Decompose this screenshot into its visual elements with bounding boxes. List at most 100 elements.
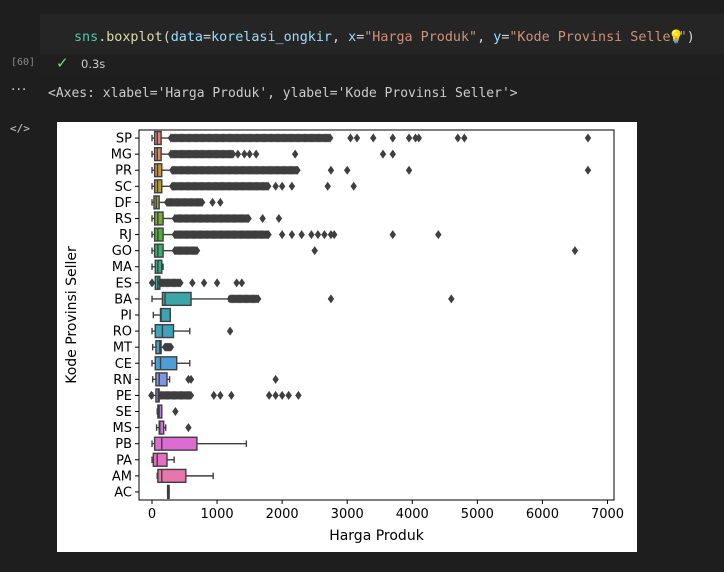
box-ro xyxy=(154,323,175,339)
outlier-go xyxy=(193,246,201,256)
outlier-sc xyxy=(288,181,296,191)
xtick-label-2000: 2000 xyxy=(266,507,299,522)
outlier-sp xyxy=(347,133,354,143)
xtick-label-6000: 6000 xyxy=(526,507,559,522)
ytick-label-ms: MS xyxy=(113,421,132,436)
ytick-label-go: GO xyxy=(112,244,132,259)
outlier-pe xyxy=(272,390,279,400)
outlier-pe xyxy=(285,390,292,400)
outlier-df xyxy=(209,197,216,207)
outlier-rj xyxy=(288,230,296,240)
ytick-label-rn: RN xyxy=(113,373,132,388)
box-go xyxy=(153,243,164,258)
outlier-rj xyxy=(278,230,286,240)
ytick-label-se: SE xyxy=(116,405,132,420)
outlier-sp xyxy=(353,133,361,143)
more-actions-icon[interactable]: ··· xyxy=(11,82,28,98)
ytick-label-df: DF xyxy=(115,196,133,211)
outlier-pr xyxy=(584,165,592,175)
code-line[interactable]: sns.boxplot(data=korelasi_ongkir, x="Har… xyxy=(74,30,695,45)
ytick-label-rj: RJ xyxy=(119,228,132,243)
outlier-es xyxy=(200,278,208,288)
code-token: . xyxy=(98,30,107,45)
x-axis-label: Harga Produk xyxy=(329,528,425,544)
box-rn xyxy=(155,372,168,387)
axes-frame xyxy=(138,129,615,501)
box-pi xyxy=(159,307,171,323)
outlier-es xyxy=(238,278,246,288)
outlier-sc xyxy=(265,181,272,191)
outlier-pe xyxy=(217,390,224,400)
execution-count: [60] xyxy=(11,57,36,68)
outlier-ba xyxy=(255,294,262,304)
outlier-pr xyxy=(405,165,413,175)
outlier-rn xyxy=(272,374,279,384)
outlier-sp xyxy=(584,133,592,143)
outlier-mg xyxy=(229,149,237,159)
code-token: ( xyxy=(162,30,171,45)
code-token: sns xyxy=(74,30,99,45)
box-pb xyxy=(153,436,198,451)
outlier-sc xyxy=(350,181,357,191)
code-token: korelasi_ongkir xyxy=(211,30,332,45)
outlier-mg xyxy=(389,149,396,159)
check-icon: ✓ xyxy=(56,54,69,72)
outlier-pe xyxy=(210,390,218,400)
output-type-icon[interactable]: </> xyxy=(10,122,30,135)
ytick-label-sc: SC xyxy=(115,180,132,195)
code-token: "Kode Provinsi Seller" xyxy=(509,30,687,45)
code-token: = xyxy=(356,30,365,45)
outlier-sp xyxy=(389,133,396,143)
outlier-pe xyxy=(278,390,286,400)
outlier-df xyxy=(198,197,206,207)
box-rj xyxy=(153,227,164,242)
outlier-sp xyxy=(454,133,462,143)
outlier-pr xyxy=(344,165,351,175)
lightbulb-icon[interactable]: 💡 xyxy=(668,30,685,45)
code-token: y xyxy=(493,30,502,45)
outlier-es xyxy=(213,278,221,288)
ytick-label-ba: BA xyxy=(114,292,132,307)
code-editor[interactable] xyxy=(40,14,724,54)
outlier-mg xyxy=(234,149,242,159)
code-token: = xyxy=(203,30,212,45)
outlier-pe xyxy=(265,390,273,400)
code-token: data xyxy=(170,30,203,45)
outlier-es xyxy=(177,278,184,288)
ytick-label-pi: PI xyxy=(120,309,132,324)
box-ba xyxy=(161,291,192,307)
outlier-rs xyxy=(259,213,266,223)
outlier-ro xyxy=(226,326,234,336)
outlier-sc xyxy=(272,181,279,191)
outlier-rj xyxy=(327,230,335,240)
ytick-label-am: AM xyxy=(112,469,132,484)
box-am xyxy=(157,468,187,484)
xtick-label-0: 0 xyxy=(148,507,156,522)
outlier-ba xyxy=(327,294,335,304)
ytick-label-rs: RS xyxy=(115,212,132,227)
code-token: = xyxy=(501,30,510,45)
ytick-label-ro: RO xyxy=(113,325,132,340)
outlier-sp xyxy=(370,133,377,143)
ytick-label-pb: PB xyxy=(115,437,132,452)
ytick-label-sp: SP xyxy=(116,132,132,147)
execution-time: 0.3s xyxy=(81,57,106,71)
ytick-label-ce: CE xyxy=(115,357,132,372)
outlier-pe xyxy=(148,390,155,400)
ytick-label-ma: MA xyxy=(112,260,132,275)
outlier-es xyxy=(148,278,156,288)
outlier-go xyxy=(311,246,318,256)
xtick-label-1000: 1000 xyxy=(201,507,234,522)
outlier-sc xyxy=(324,181,331,191)
outlier-pe xyxy=(228,390,235,400)
ytick-label-pr: PR xyxy=(115,164,132,179)
code-token: x xyxy=(348,30,357,45)
ytick-label-pa: PA xyxy=(116,453,132,468)
outlier-rj xyxy=(389,230,396,240)
outlier-mg xyxy=(379,149,387,159)
outlier-pr xyxy=(294,165,301,175)
xtick-label-3000: 3000 xyxy=(331,507,364,522)
output-text: <Axes: xlabel='Harga Produk', ylabel='Ko… xyxy=(48,86,518,101)
outlier-es xyxy=(189,278,196,288)
